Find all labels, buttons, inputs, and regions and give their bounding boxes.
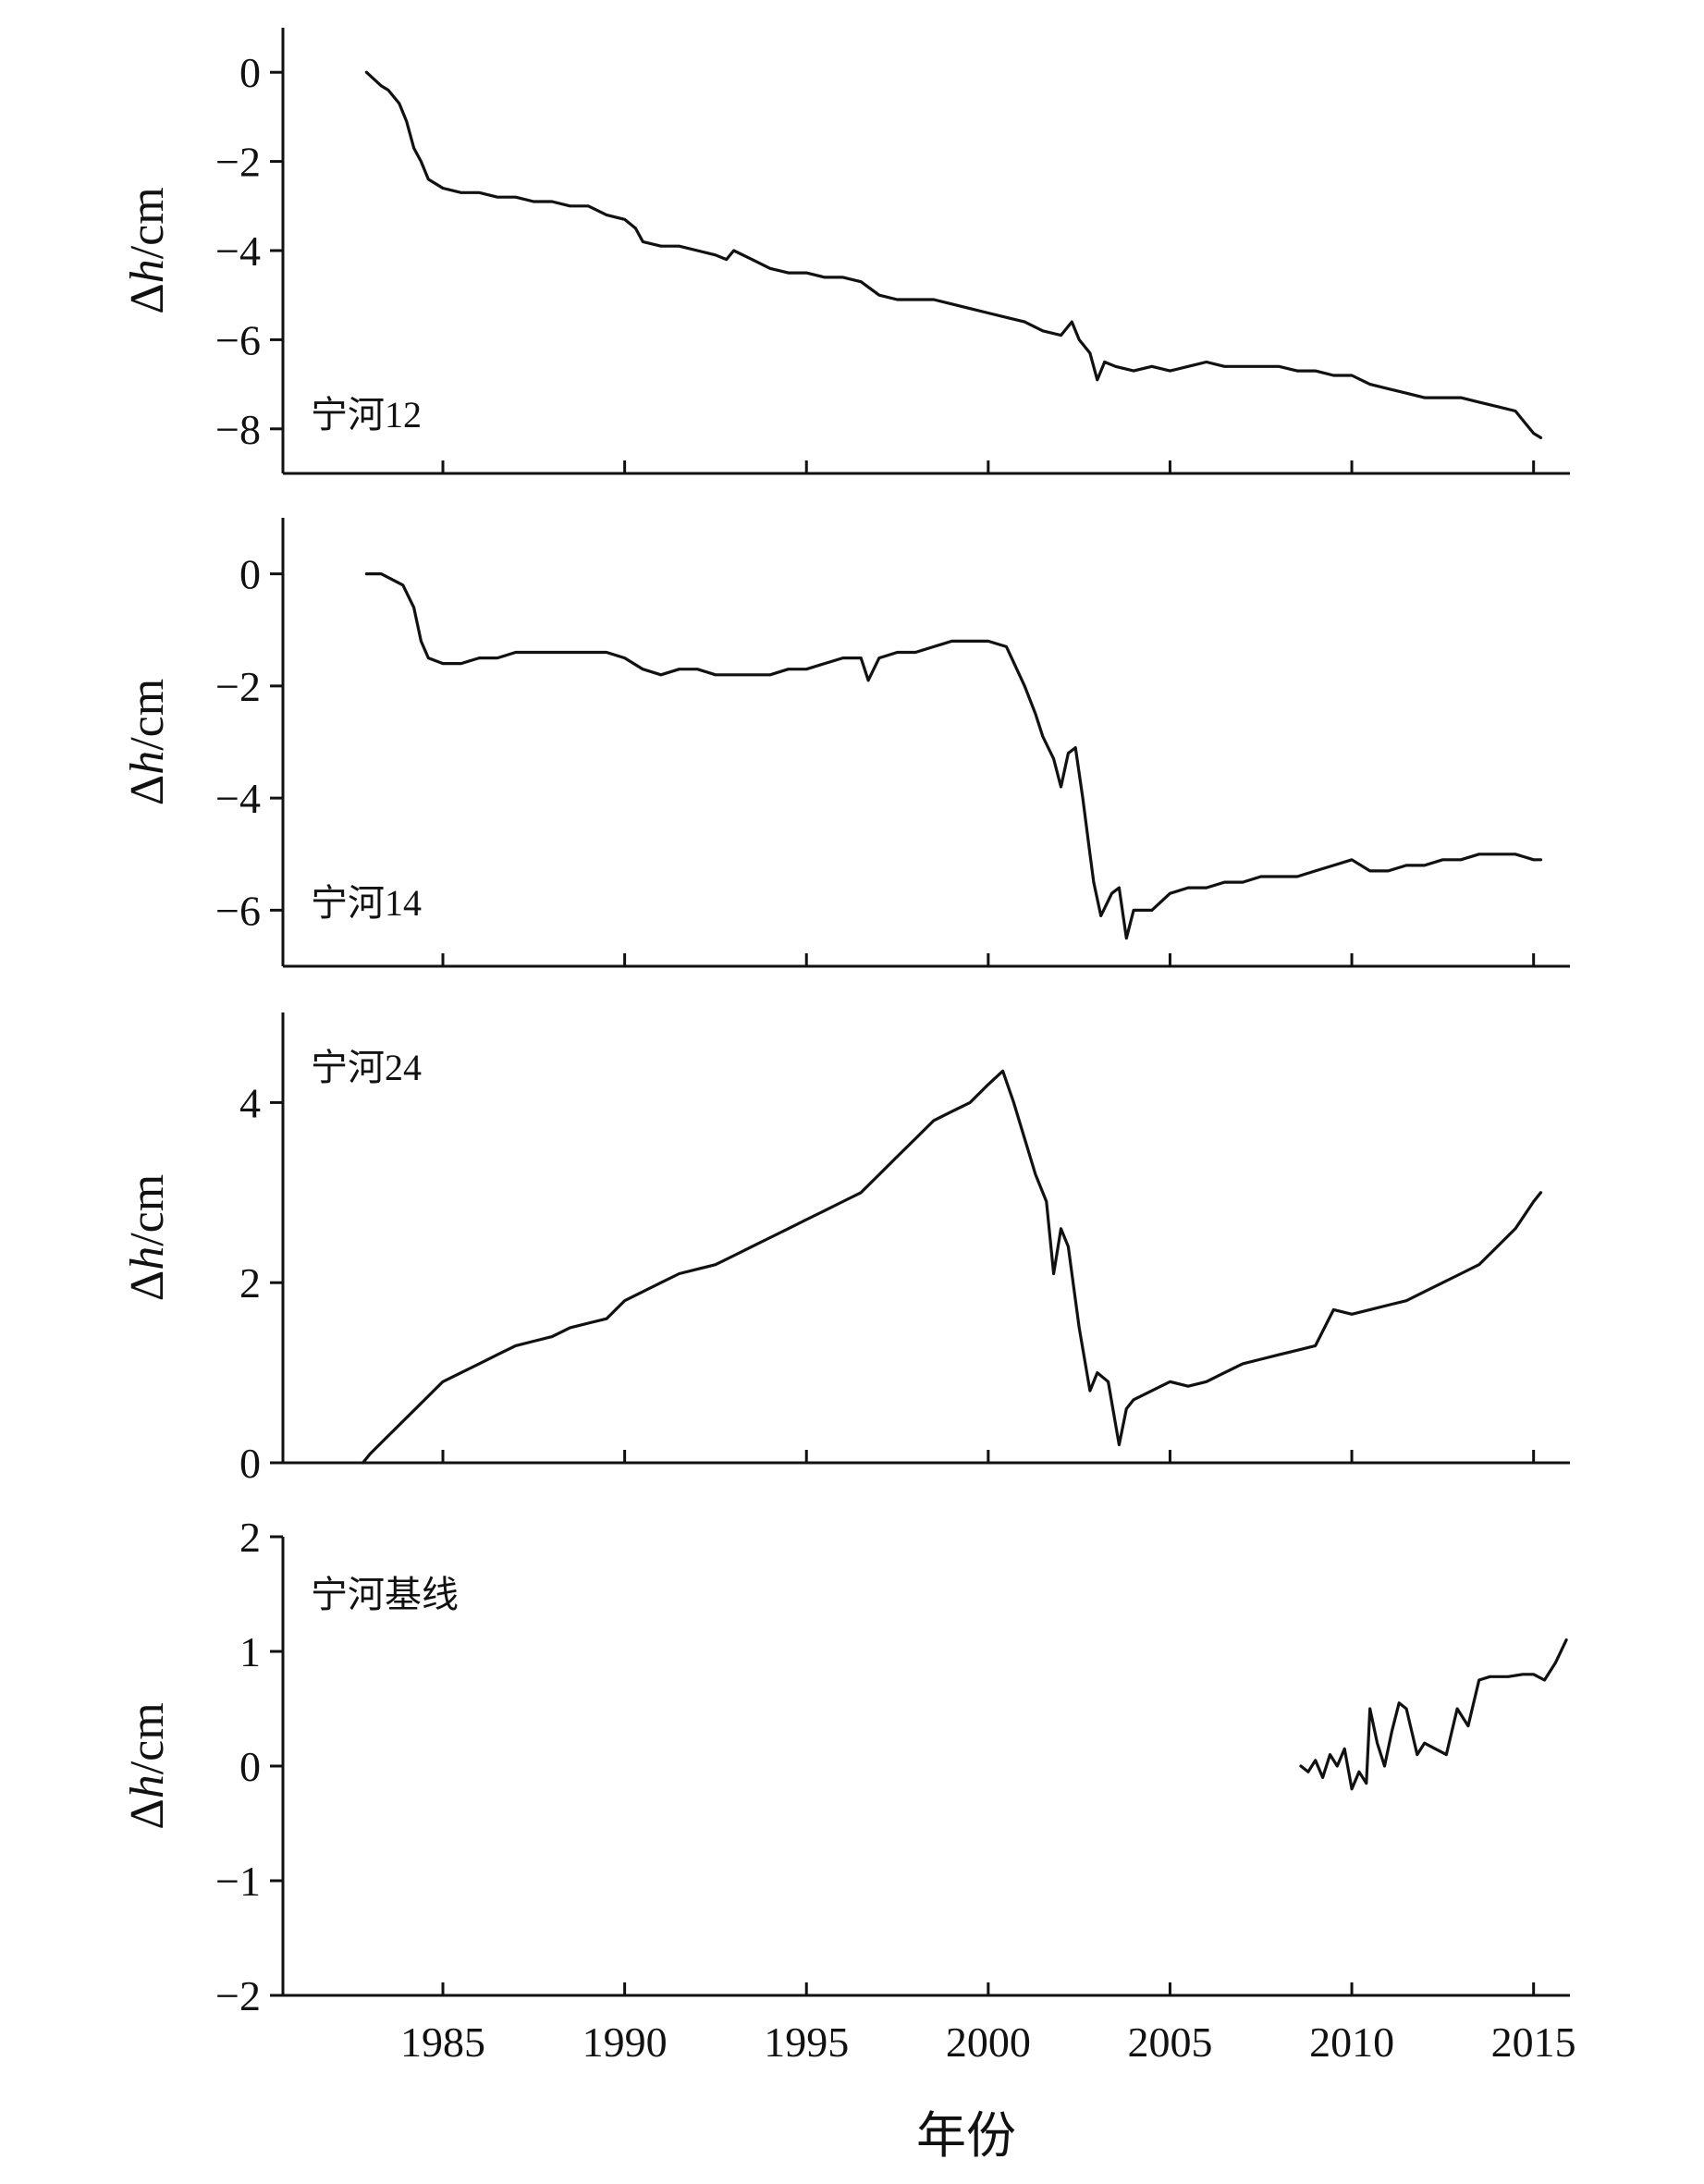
y-tick-label: 2 <box>239 1514 261 1561</box>
y-tick-label: 4 <box>239 1079 261 1126</box>
x-tick-label: 2000 <box>946 2018 1031 2066</box>
x-axis-label: 年份 <box>916 2108 1016 2164</box>
panel-2: 0 −2 −4 −6 Δh/cm 宁河14 <box>121 518 1570 968</box>
y-tick-label: −6 <box>215 887 261 934</box>
y-tick-label: −8 <box>215 406 261 453</box>
y-axis-label: Δh/cm <box>121 1702 174 1829</box>
series-line <box>364 571 1543 940</box>
y-axis-label: Δh/cm <box>121 679 174 805</box>
y-tick-label: −2 <box>215 1972 261 2019</box>
y-tick-label: −4 <box>215 227 261 275</box>
series-line <box>1299 1638 1568 1791</box>
panel-4: 2 1 0 −1 −2 1985 1990 1995 2000 2005 2010 2015 Δh/cm… <box>121 1514 1576 2066</box>
y-tick-label: −2 <box>215 139 261 186</box>
x-tick-label: 1995 <box>764 2018 849 2066</box>
y-tick-label: 2 <box>239 1259 261 1307</box>
y-tick-label: −2 <box>215 663 261 710</box>
panel-label: 宁河12 <box>311 394 422 436</box>
x-tick-label: 2005 <box>1127 2018 1212 2066</box>
x-tick-label: 2015 <box>1491 2018 1576 2066</box>
series-line <box>361 1069 1543 1465</box>
panel-3: 0 2 4 Δh/cm 宁河24 <box>121 1012 1570 1487</box>
y-tick-label: 0 <box>239 1743 261 1790</box>
y-tick-label: −1 <box>215 1858 261 1905</box>
y-tick-label: 0 <box>239 551 261 598</box>
y-tick-label: 1 <box>239 1628 261 1675</box>
y-tick-label: −4 <box>215 775 261 822</box>
series-line <box>364 70 1543 439</box>
panel-label: 宁河14 <box>311 882 422 924</box>
y-tick-label: 0 <box>239 49 261 96</box>
y-axis-label: Δh/cm <box>121 187 174 313</box>
panel-label: 宁河24 <box>311 1047 422 1088</box>
x-tick-label: 1985 <box>400 2018 485 2066</box>
panel-label: 宁河基线 <box>311 1574 459 1615</box>
x-tick-label: 2010 <box>1309 2018 1394 2066</box>
chart-panels: 0 −2 −4 −6 −8 Δh/cm 宁河12 0 −2 −4 −6 Δh/cm 宁河14 0 2 4 Δh/… <box>121 28 1576 2066</box>
x-tick-label: 1990 <box>582 2018 668 2066</box>
y-tick-label: 0 <box>239 1440 261 1487</box>
y-tick-label: −6 <box>215 316 261 363</box>
panel-1: 0 −2 −4 −6 −8 Δh/cm 宁河12 <box>121 28 1570 475</box>
y-axis-label: Δh/cm <box>121 1174 174 1301</box>
